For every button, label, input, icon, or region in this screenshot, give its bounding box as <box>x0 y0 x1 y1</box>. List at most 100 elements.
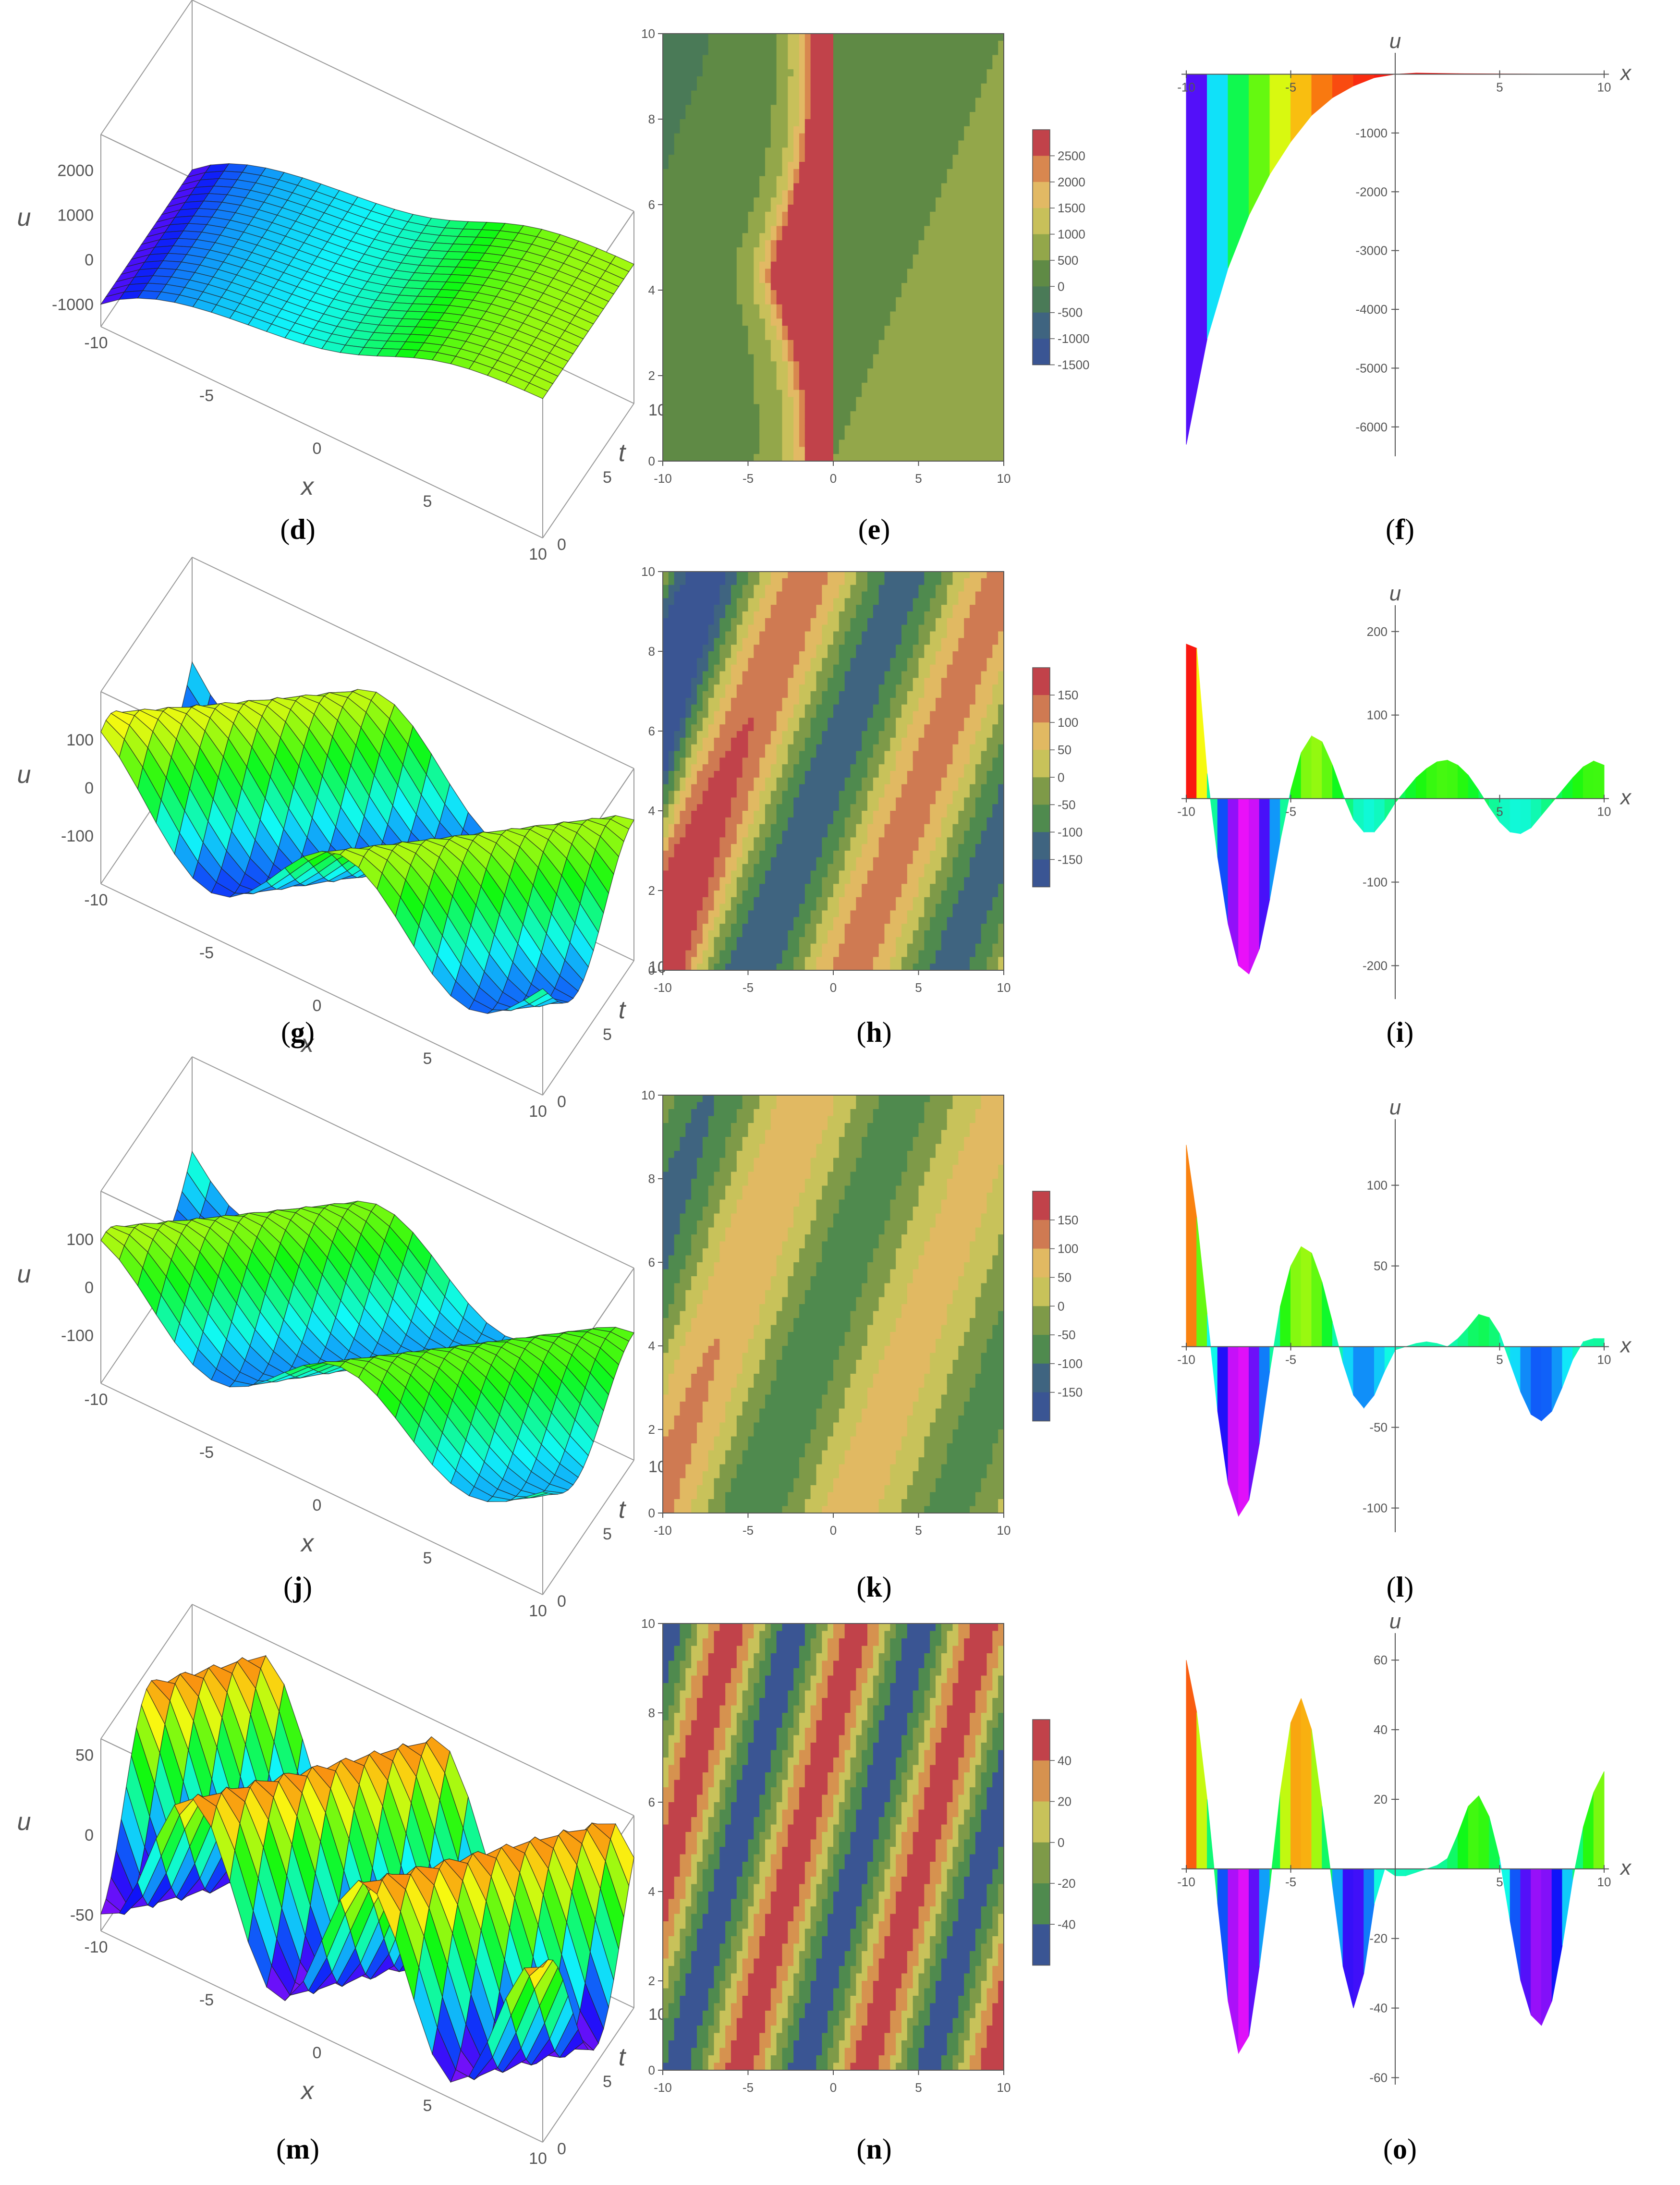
contour-cell <box>941 304 948 312</box>
contour-cell <box>663 140 669 148</box>
contour-cell <box>691 247 697 255</box>
contour-cell <box>748 98 754 105</box>
contour-cell <box>822 98 828 105</box>
contour-cell <box>736 290 743 298</box>
contour-cell <box>708 169 715 177</box>
contour-cell <box>839 140 845 148</box>
contour-cell <box>742 240 749 248</box>
contour-cell <box>680 910 686 917</box>
contour-cell <box>833 55 840 62</box>
contour-cell <box>867 269 874 276</box>
contour-cell <box>884 155 890 162</box>
contour-cell <box>998 211 1004 220</box>
contour-cell <box>663 884 669 891</box>
contour-cell <box>663 817 669 825</box>
contour-cell <box>918 162 925 170</box>
contour-cell <box>793 283 800 291</box>
contour-cell <box>975 98 982 105</box>
contour-cell <box>804 233 811 241</box>
contour-cell <box>992 382 998 391</box>
contour-cell <box>725 76 731 84</box>
contour-cell <box>896 304 902 312</box>
contour-cell <box>799 347 805 355</box>
contour-cell <box>947 105 953 112</box>
contour-cell <box>674 857 681 865</box>
contour-cell <box>759 34 766 41</box>
contour-cell <box>668 290 675 298</box>
contour-cell <box>907 83 913 91</box>
contour-cell <box>816 382 822 391</box>
contour-cell <box>878 326 885 333</box>
contour-cell <box>873 162 879 170</box>
contour-cell <box>952 247 959 255</box>
contour-cell <box>754 347 760 355</box>
contour-cell <box>759 140 766 148</box>
contour-cell <box>708 76 715 84</box>
contour-cell <box>992 147 998 155</box>
contour-cell <box>697 432 703 440</box>
contour-cell <box>862 48 868 56</box>
contour-cell <box>936 55 942 62</box>
contour-cell <box>822 454 828 462</box>
contour-cell <box>765 169 771 177</box>
contour-cell <box>691 691 697 698</box>
contour-cell <box>674 744 681 752</box>
contour-cell <box>668 269 675 276</box>
contour-cell <box>862 169 868 177</box>
contour-cell <box>668 897 675 904</box>
contour-cell <box>685 764 692 771</box>
contour-cell <box>878 140 885 148</box>
contour-cell <box>663 724 669 732</box>
contour-cell <box>862 133 868 141</box>
contour-cell <box>765 340 771 348</box>
contour-cell <box>782 347 788 355</box>
contour-cell <box>839 112 845 120</box>
contour-cell <box>918 55 925 62</box>
contour-cell <box>856 211 862 220</box>
contour-cell <box>924 318 930 326</box>
contour-cell <box>776 340 783 348</box>
contour-cell <box>981 211 987 220</box>
contour-cell <box>936 69 942 77</box>
contour-cell <box>873 447 879 454</box>
contour-cell <box>930 226 936 233</box>
contour-cell <box>742 297 749 305</box>
contour-cell <box>754 404 760 412</box>
x-tick-label: 10 <box>529 545 547 563</box>
contour-cell <box>901 390 908 398</box>
contour-cell <box>992 368 998 376</box>
contour-cell <box>759 176 766 184</box>
contour-cell <box>810 340 817 348</box>
contour-cell <box>924 233 930 241</box>
contour-cell <box>697 439 703 447</box>
contour-cell <box>765 261 771 269</box>
contour-cell <box>941 454 948 462</box>
contour-cell <box>765 105 771 112</box>
contour-cell <box>731 190 737 198</box>
contour-cell <box>901 211 908 220</box>
contour-cell <box>691 432 697 440</box>
contour-cell <box>736 254 743 262</box>
contour-cell <box>884 254 890 262</box>
contour-cell <box>856 276 862 283</box>
contour-cell <box>776 425 783 433</box>
contour-cell <box>947 333 953 341</box>
contour-cell <box>816 297 822 305</box>
contour-cell <box>765 90 771 98</box>
contour-cell <box>862 347 868 355</box>
contour-cell <box>878 439 885 447</box>
contour-cell <box>918 226 925 233</box>
contour-cell <box>862 376 868 383</box>
contour-cell <box>873 90 879 98</box>
contour-cell <box>867 69 874 77</box>
contour-cell <box>804 247 811 255</box>
contour-cell <box>770 147 777 155</box>
contour-cell <box>663 247 669 255</box>
contour-cell <box>770 34 777 41</box>
contour-cell <box>862 382 868 391</box>
contour-cell <box>680 605 686 612</box>
contour-cell <box>992 454 998 462</box>
contour-cell <box>839 318 845 326</box>
contour-cell <box>878 69 885 77</box>
contour-cell <box>975 439 982 447</box>
